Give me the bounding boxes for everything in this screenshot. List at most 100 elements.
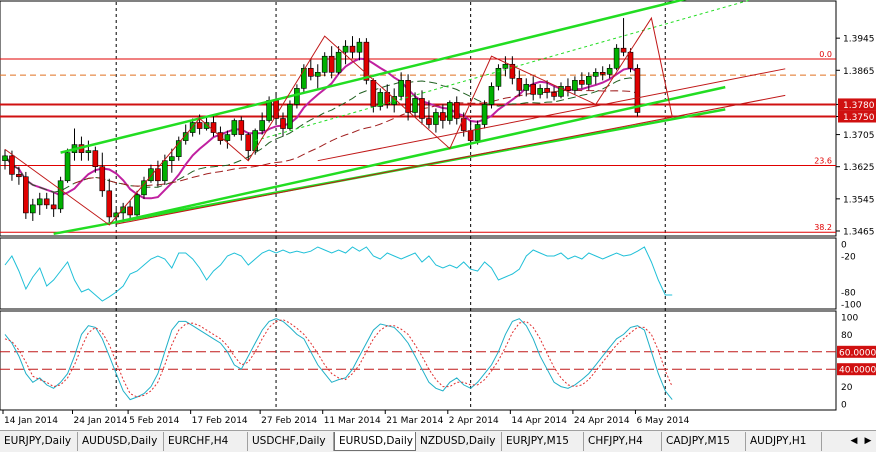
moving-average-long (74, 89, 638, 187)
candle (148, 164, 154, 183)
candle-body (259, 120, 265, 131)
candle-body (426, 118, 432, 125)
candle-body (474, 124, 481, 141)
tab-chfjpy-h4[interactable]: CHFJPY,H4 (584, 432, 662, 451)
candle (29, 198, 36, 221)
red-support-line (116, 94, 786, 225)
candle-body (196, 122, 203, 129)
price-axis-label: 1.3865 (843, 67, 875, 77)
date-axis-label: 17 Feb 2014 (192, 416, 248, 426)
oscillator-pane-frame (0, 237, 837, 310)
candle (141, 176, 147, 199)
candle (613, 44, 620, 71)
candle (356, 38, 363, 61)
scroll-right-icon[interactable]: ▶ (864, 436, 872, 446)
candle-body (363, 41, 370, 81)
candle-body (169, 156, 175, 161)
candle-body (335, 51, 342, 73)
stochastic-level-tag (837, 345, 876, 358)
tab-audjpy-h1[interactable]: AUDJPY,H1 (746, 432, 822, 451)
stochastic-axis-label: 20 (841, 383, 853, 393)
candle-body (203, 122, 210, 129)
candle-body (530, 84, 537, 95)
candle-body (537, 88, 543, 95)
candle (189, 118, 196, 137)
candle (321, 52, 328, 77)
candle-body (446, 102, 453, 121)
candle-body (516, 78, 523, 91)
tab-eurjpy-m15[interactable]: EURJPY,M15 (502, 432, 584, 451)
candle (349, 36, 356, 59)
candle-body (280, 118, 286, 129)
channel-upper-line (60, 0, 687, 154)
tab-eurjpy-daily[interactable]: EURJPY,Daily (0, 432, 78, 451)
tab-audusd-daily[interactable]: AUDUSD,Daily (78, 432, 164, 451)
candle (502, 56, 509, 77)
candle-body (440, 112, 446, 121)
candle (231, 118, 238, 137)
scroll-left-icon[interactable]: ◀ (850, 436, 858, 446)
oscillator-axis-label: -20 (841, 253, 856, 263)
price-axis-label: 1.3705 (843, 131, 875, 141)
price-axis-label: 1.3945 (843, 35, 875, 45)
tab-usdchf-daily[interactable]: USDCHF,Daily (248, 432, 334, 451)
stochastic-level-tag (837, 363, 876, 376)
candle (127, 200, 133, 219)
candle-body (634, 67, 641, 113)
candle (106, 178, 113, 225)
candle-body (433, 112, 439, 125)
price-axis-label: 1.3465 (843, 227, 875, 237)
candle (252, 128, 258, 155)
candle-body (16, 174, 22, 178)
stochastic-level-label: 60.0000 (839, 348, 876, 358)
candle-body (29, 204, 36, 214)
candle (57, 176, 64, 213)
candle (544, 80, 550, 99)
candle (530, 76, 537, 101)
fib-level-label: 23.6 (814, 157, 832, 166)
fib-level-label: 0.0 (819, 50, 832, 59)
tab-eurusd-daily[interactable]: EURUSD,Daily (334, 432, 416, 451)
candle-body (599, 72, 606, 75)
oscillator-axis-label: -100 (841, 301, 862, 311)
candle (134, 190, 140, 217)
candle-body (50, 204, 57, 210)
tab-cadjpy-m15[interactable]: CADJPY,M15 (662, 432, 746, 451)
price-axis-label: 1.3625 (843, 163, 875, 173)
candle (377, 88, 384, 111)
candle (474, 120, 481, 145)
candle-body (328, 55, 335, 73)
chart-tab-bar: EURJPY,Daily AUDUSD,Daily EURCHF,H4 USDCHF,… (0, 430, 876, 452)
candle (592, 68, 599, 85)
date-axis-label: 2 Apr 2014 (449, 416, 499, 426)
candle (440, 104, 446, 129)
candle-body (370, 80, 377, 107)
candle-body (162, 160, 168, 182)
candle-body (301, 67, 307, 89)
tab-eurchf-h4[interactable]: EURCHF,H4 (164, 432, 248, 451)
candle-body (606, 67, 613, 75)
candle-body (565, 86, 571, 91)
candle (175, 136, 182, 161)
candle (481, 100, 488, 129)
date-axis-label: 27 Feb 2014 (261, 416, 317, 426)
date-axis-label: 6 May 2014 (636, 416, 689, 426)
candle (558, 82, 564, 99)
candle (64, 148, 71, 183)
candle-body (189, 122, 196, 133)
date-axis-label: 24 Apr 2014 (574, 416, 630, 426)
candle (301, 64, 307, 93)
candle (599, 66, 606, 81)
candle (224, 130, 231, 149)
candle-body (509, 63, 516, 79)
stochastic-axis-label: 100 (841, 314, 858, 324)
candle (36, 192, 43, 215)
candle-body (356, 41, 363, 53)
candle (551, 86, 557, 101)
candle-body (544, 88, 550, 93)
chart-canvas[interactable]: 0.0 23.6 38.2 1.3945 1.3865 1.3780 1.3750 1.37… (0, 0, 876, 430)
candle-body (36, 198, 43, 206)
candle (245, 132, 252, 161)
tab-nzdusd-daily[interactable]: NZDUSD,Daily (416, 432, 502, 451)
